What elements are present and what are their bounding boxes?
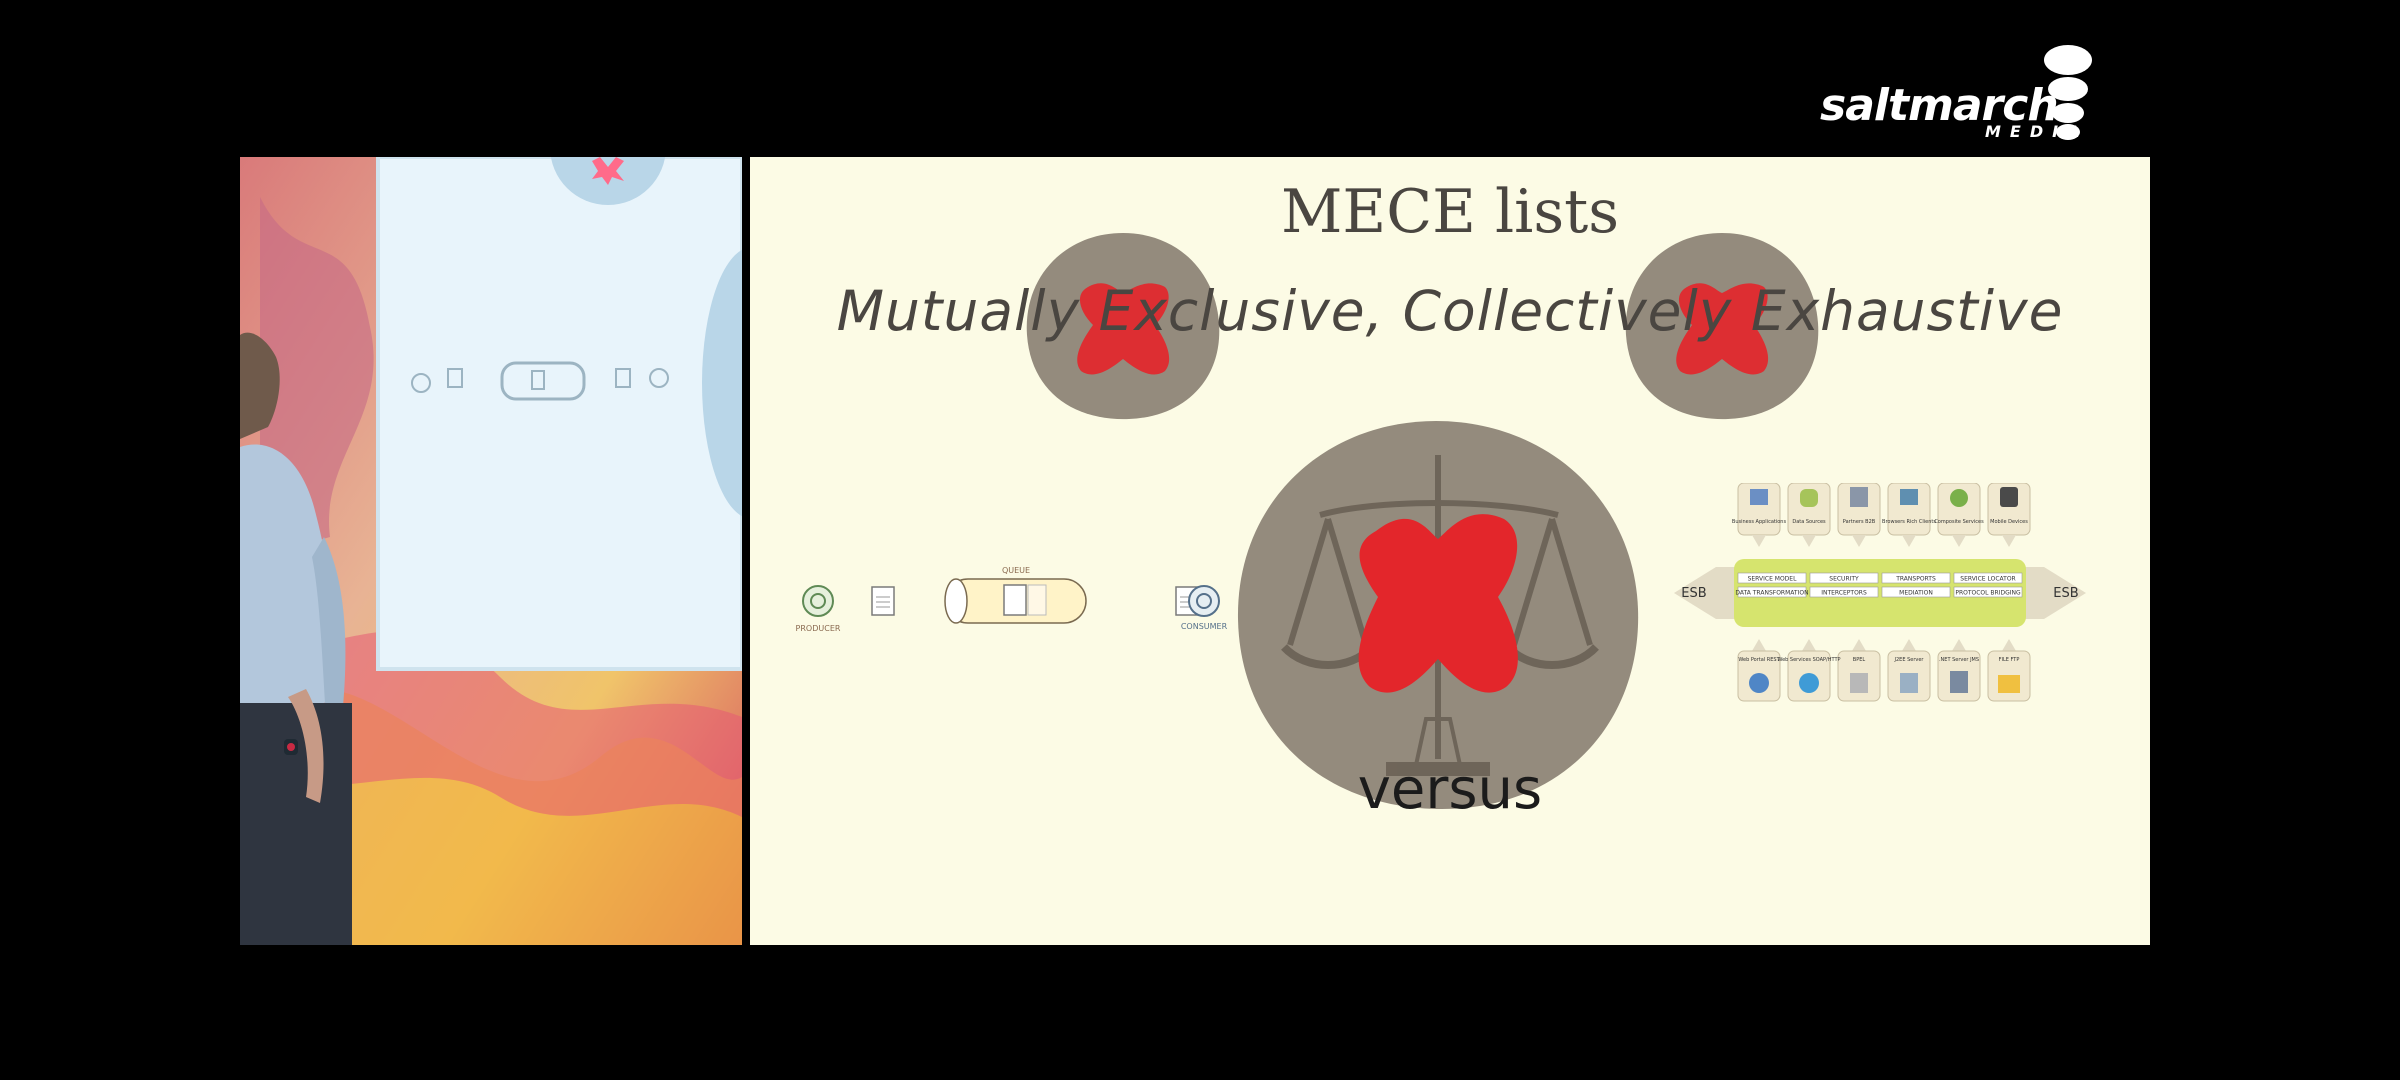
esb-top-service-4: Browsers Rich Clients <box>1882 519 1936 525</box>
esb-top-service-6: Mobile Devices <box>1990 519 2028 525</box>
esb-data-transformation: DATA TRANSFORMATION <box>1735 590 1808 597</box>
esb-transports: TRANSPORTS <box>1895 576 1936 583</box>
esb-bottom-service-4: J2EE Server <box>1894 657 1925 663</box>
esb-service-model: SERVICE MODEL <box>1748 576 1798 583</box>
esb-top-service-2: Data Sources <box>1792 519 1826 525</box>
speaker-video-frame <box>240 157 742 945</box>
slide-subtitle: Mutually Exclusive, Collectively Exhaust… <box>836 279 2064 343</box>
esb-bottom-service-5: .NET Server JMS <box>1939 657 1979 663</box>
gear-icon <box>1196 593 1212 609</box>
esb-interceptors: INTERCEPTORS <box>1821 590 1867 597</box>
saltmarch-logo: saltmarch MEDIA <box>1820 44 2096 144</box>
esb-right-label: ESB <box>2053 586 2078 601</box>
queue-label: QUEUE <box>1002 566 1030 575</box>
gear-icon <box>810 593 826 609</box>
red-x-badge-icon <box>1026 233 1220 420</box>
producer-label: PRODUCER <box>796 624 841 633</box>
document-icon <box>1003 584 1027 616</box>
slide-title: MECE lists <box>1280 177 1620 247</box>
message-queue-diagram: PRODUCER QUEUE CONSUMER <box>796 566 1228 633</box>
esb-bottom-service-1: Web Portal REST <box>1738 657 1780 663</box>
esb-bottom-service-6: FILE FTP <box>1999 657 2020 663</box>
esb-service-locator: SERVICE LOCATOR <box>1960 576 2015 583</box>
esb-left-label: ESB <box>1681 586 1706 601</box>
logo-dots-icon <box>2044 45 2092 140</box>
enterprise-service-bus-diagram: ESB ESB SERVICE MODEL SECURITY TRANSPORT… <box>1674 483 2086 702</box>
esb-protocol-bridging: PROTOCOL BRIDGING <box>1955 590 2021 597</box>
esb-top-service-3: Partners B2B <box>1843 519 1876 525</box>
esb-bottom-service-2: Web Services SOAP/HTTP <box>1777 657 1840 663</box>
scales-of-justice-icon <box>1237 421 1639 809</box>
esb-top-service-5: Composite Services <box>1934 519 1984 525</box>
speaker-video-panel <box>240 157 742 945</box>
esb-top-service-1: Business Applications <box>1732 519 1787 525</box>
esb-security: SECURITY <box>1829 576 1859 583</box>
esb-mediation: MEDIATION <box>1899 590 1933 597</box>
logo-wordmark: saltmarch <box>1820 80 2059 131</box>
esb-bottom-service-3: BPEL <box>1853 657 1866 663</box>
red-x-badge-icon <box>1625 233 1819 420</box>
document-icon <box>871 586 895 616</box>
consumer-label: CONSUMER <box>1181 622 1228 631</box>
presentation-slide: MECE lists Mutually Exclusive, Collectiv… <box>750 157 2150 945</box>
versus-label: versus <box>1357 757 1543 822</box>
logo-media-text: MEDIA <box>1985 122 2089 141</box>
